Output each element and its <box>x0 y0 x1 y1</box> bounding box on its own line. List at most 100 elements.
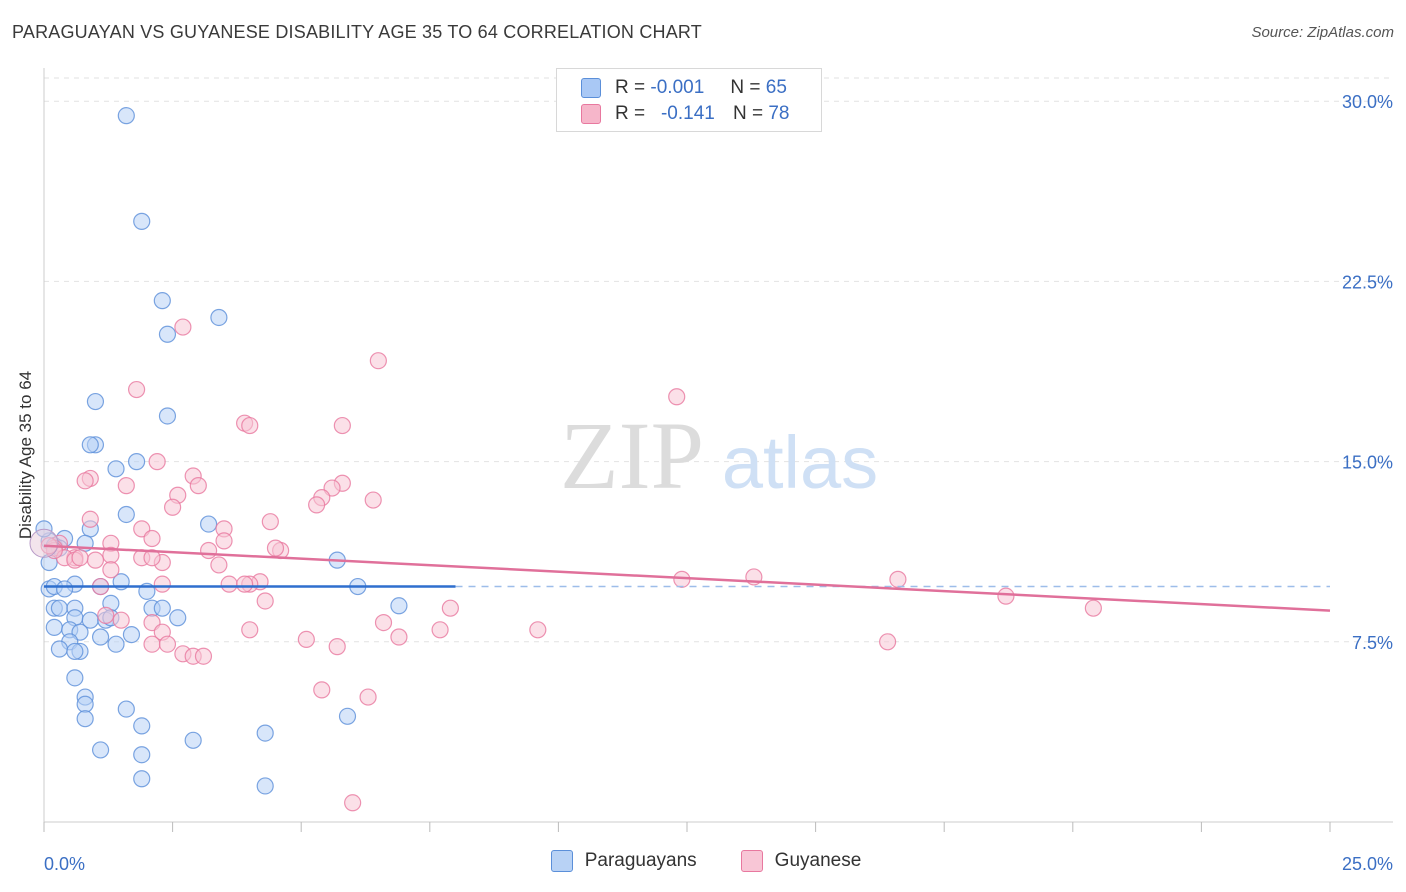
legend-swatch-pink <box>581 104 601 124</box>
axes <box>43 68 1393 832</box>
data-point <box>158 325 177 343</box>
data-point <box>997 587 1015 605</box>
data-point <box>76 472 94 490</box>
data-point <box>297 630 315 649</box>
data-point <box>200 515 218 533</box>
tick-labels: 7.5% 15.0% 22.5% 30.0% 0.0% 25.0% <box>44 92 1393 874</box>
data-point <box>174 318 192 336</box>
n-value: 78 <box>768 103 790 124</box>
y-axis-label: Disability Age 35 to 64 <box>16 370 35 540</box>
data-point <box>668 388 686 406</box>
data-point <box>133 212 151 230</box>
data-point <box>328 638 346 656</box>
data-point <box>45 618 63 636</box>
data-point <box>133 746 151 764</box>
watermark-zip: ZIP <box>560 402 704 509</box>
data-point <box>333 416 351 435</box>
data-point <box>143 635 161 653</box>
data-point <box>313 681 331 699</box>
data-point <box>390 628 408 646</box>
y-tick-label: 7.5% <box>1352 633 1393 653</box>
data-point <box>107 635 125 653</box>
data-point <box>143 549 161 567</box>
data-point <box>236 575 254 593</box>
data-point <box>1084 599 1102 617</box>
guyanese-trend-line <box>43 544 1331 612</box>
r-label: R = <box>615 103 646 124</box>
data-point <box>879 633 897 651</box>
data-point <box>241 621 259 639</box>
data-point <box>91 628 110 646</box>
data-point <box>261 513 279 531</box>
data-point <box>153 575 171 593</box>
data-point <box>344 794 362 812</box>
data-point <box>889 570 907 588</box>
data-point <box>76 710 94 728</box>
data-point <box>441 599 459 617</box>
n-value: 65 <box>765 77 787 98</box>
data-point <box>369 352 387 370</box>
grid-lines <box>44 77 1393 643</box>
data-point <box>117 477 135 495</box>
data-point <box>86 551 105 569</box>
legend-item-guyanese[interactable]: Guyanese <box>735 850 862 872</box>
data-point <box>184 731 202 749</box>
legend-label: Guyanese <box>774 850 862 871</box>
data-point <box>107 460 125 478</box>
data-point <box>158 635 177 653</box>
data-point <box>86 392 105 411</box>
data-point <box>102 561 120 579</box>
source-label: Source: ZipAtlas.com <box>1251 24 1394 41</box>
data-point <box>431 621 449 639</box>
data-point <box>71 549 89 567</box>
data-point <box>241 416 259 435</box>
data-point <box>359 688 377 706</box>
chart-title: PARAGUAYAN VS GUYANESE DISABILITY AGE 35… <box>12 22 703 42</box>
data-point <box>308 496 326 514</box>
data-point <box>256 724 274 742</box>
r-value: -0.141 <box>660 103 715 124</box>
data-point <box>122 626 141 644</box>
data-point <box>153 599 171 617</box>
data-point <box>529 621 547 639</box>
data-point <box>76 695 94 713</box>
data-point <box>189 477 207 495</box>
data-point <box>127 453 146 471</box>
data-point <box>66 669 84 687</box>
x-tick-label: 0.0% <box>44 854 85 874</box>
data-point <box>194 647 213 665</box>
y-tick-label: 22.5% <box>1342 272 1393 292</box>
y-tick-label: 15.0% <box>1342 453 1393 473</box>
legend-item-paraguayans[interactable]: Paraguayans <box>545 850 697 872</box>
data-point <box>50 599 69 617</box>
watermark-atlas: atlas <box>722 421 878 504</box>
data-point <box>143 529 161 548</box>
data-point <box>164 498 182 516</box>
data-point <box>200 541 218 560</box>
data-point <box>50 640 69 658</box>
n-label: N = <box>730 77 761 98</box>
paraguayans-points <box>35 107 408 795</box>
legend-swatch-pink <box>740 850 763 872</box>
legend-label: Paraguayans <box>584 850 697 871</box>
stats-legend: R = -0.001 N = 65 R = -0.141 N = 78 <box>556 68 822 132</box>
y-tick-label: 30.0% <box>1342 92 1393 112</box>
data-point <box>374 613 393 632</box>
data-point <box>338 707 357 725</box>
data-point <box>117 505 135 524</box>
data-point <box>256 777 274 795</box>
data-point <box>112 611 130 629</box>
data-point <box>256 592 274 610</box>
series-legend: Paraguayans Guyanese <box>0 850 1406 872</box>
legend-swatch-blue <box>550 850 573 872</box>
data-point <box>97 606 115 624</box>
data-point-cluster <box>29 528 59 558</box>
data-point <box>210 556 228 574</box>
data-point <box>215 532 233 550</box>
data-point <box>153 292 171 310</box>
data-point <box>148 453 166 471</box>
data-point <box>364 491 382 509</box>
x-tick-label: 25.0% <box>1342 854 1393 874</box>
data-point <box>91 741 110 759</box>
